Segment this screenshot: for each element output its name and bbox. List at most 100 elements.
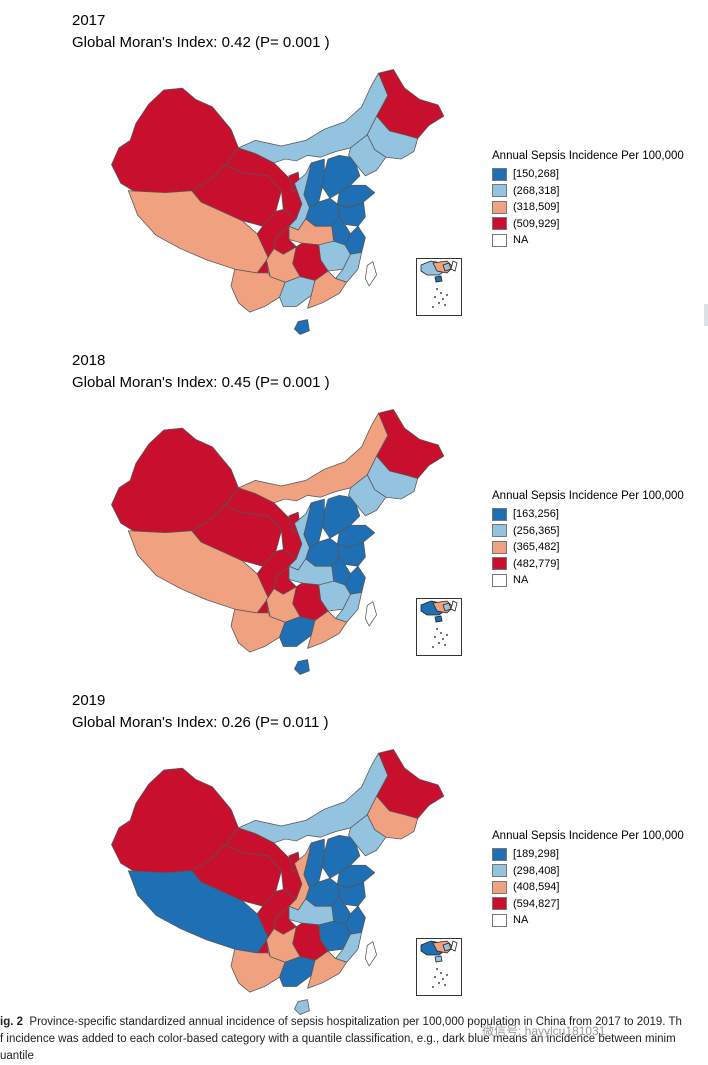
inset-region	[434, 615, 443, 623]
island-marker	[446, 634, 448, 636]
legend-item: (365,482]	[492, 539, 684, 556]
legend-item: (318,509]	[492, 199, 684, 216]
legend-title: Annual Sepsis Incidence Per 100,000	[492, 830, 684, 842]
legend-label: (365,482]	[513, 541, 560, 554]
legend-item-na: NA	[492, 232, 684, 249]
legend-item: [189,298]	[492, 846, 684, 863]
legend: Annual Sepsis Incidence Per 100,000 [150,…	[492, 150, 684, 249]
legend-label: (594,827]	[513, 897, 560, 910]
map-panel-2017: 2017 Global Moran's Index: 0.42 (P= 0.001…	[0, 0, 708, 340]
inset-map	[420, 260, 458, 308]
province-qinghai	[191, 844, 282, 907]
legend-label: [189,298]	[513, 848, 559, 861]
province-taiwan	[365, 601, 377, 627]
island-marker	[440, 292, 442, 294]
province-taiwan	[365, 261, 377, 287]
province-liaoning	[348, 814, 387, 857]
province-hainan	[294, 659, 310, 675]
island-marker	[438, 982, 440, 984]
province-shaanxi	[288, 842, 312, 911]
province-guangdong	[307, 270, 348, 309]
province-hainan	[294, 319, 310, 335]
island-marker	[434, 296, 436, 298]
legend-swatch	[492, 913, 507, 927]
island-marker	[440, 632, 442, 634]
legend-label: (256,365]	[513, 524, 560, 537]
legend-item: (509,929]	[492, 216, 684, 233]
legend-swatch	[492, 507, 507, 521]
island-marker	[436, 628, 438, 630]
island-marker	[436, 968, 438, 970]
legend-swatch	[492, 233, 507, 247]
legend-item: [150,268]	[492, 166, 684, 183]
province-qinghai	[191, 504, 282, 567]
island-marker	[438, 302, 440, 304]
province-hubei	[288, 898, 335, 926]
legend-swatch	[492, 540, 507, 554]
province-qinghai	[191, 164, 282, 227]
legend-item: (298,408]	[492, 863, 684, 880]
legend-swatch	[492, 184, 507, 198]
province-guangdong	[307, 950, 348, 989]
caption-line-3: uantile	[0, 1050, 34, 1062]
island-marker	[442, 638, 444, 640]
island-marker	[432, 646, 434, 648]
legend-swatch	[492, 524, 507, 538]
map-panel-2018: 2018 Global Moran's Index: 0.45 (P= 0.001…	[0, 340, 708, 680]
legend-swatch	[492, 897, 507, 911]
legend-label: NA	[513, 234, 529, 247]
island-marker	[436, 288, 438, 290]
island-marker	[432, 986, 434, 988]
island-marker	[434, 976, 436, 978]
province-guangdong	[307, 610, 348, 649]
inset-region	[434, 955, 443, 963]
legend-label: [150,268]	[513, 168, 559, 181]
panel-year: 2017	[72, 12, 106, 29]
province-taiwan	[365, 941, 377, 967]
china-province-map	[111, 409, 445, 675]
legend-label: (318,509]	[513, 201, 560, 214]
panel-year: 2019	[72, 692, 106, 709]
inset-region	[442, 602, 452, 612]
legend-item-na: NA	[492, 912, 684, 929]
legend-label: [163,256]	[513, 508, 559, 521]
legend-title: Annual Sepsis Incidence Per 100,000	[492, 150, 684, 162]
legend-swatch	[492, 217, 507, 231]
legend-swatch	[492, 200, 507, 214]
province-hubei	[288, 218, 335, 246]
island-marker	[440, 972, 442, 974]
inset-region	[450, 260, 458, 272]
island-marker	[446, 294, 448, 296]
caption-line-1: Province-specific standardized annual in…	[29, 1016, 682, 1028]
south-china-sea-inset	[416, 938, 462, 996]
figure-label: ig. 2	[0, 1016, 24, 1028]
legend-label: (298,408]	[513, 864, 560, 877]
island-marker	[442, 298, 444, 300]
province-shaanxi	[288, 162, 312, 231]
legend-item-na: NA	[492, 572, 684, 589]
inset-map	[420, 600, 458, 648]
legend-title: Annual Sepsis Incidence Per 100,000	[492, 490, 684, 502]
legend-item: (408,594]	[492, 879, 684, 896]
inset-region	[442, 942, 452, 952]
inset-map	[420, 940, 458, 988]
inset-region	[450, 940, 458, 952]
morans-index: Global Moran's Index: 0.45 (P= 0.001 )	[72, 374, 330, 391]
island-marker	[438, 642, 440, 644]
wechat-watermark: 微信号: hayylcu181031	[482, 1024, 606, 1038]
province-liaoning	[348, 134, 387, 177]
island-marker	[432, 306, 434, 308]
legend-label: NA	[513, 914, 529, 927]
legend-label: (408,594]	[513, 881, 560, 894]
south-china-sea-inset	[416, 598, 462, 656]
scrollbar-thumb[interactable]	[704, 304, 708, 326]
island-marker	[444, 984, 446, 986]
legend-label: NA	[513, 574, 529, 587]
legend-item: (594,827]	[492, 896, 684, 913]
legend-item: (268,318]	[492, 183, 684, 200]
legend-label: (509,929]	[513, 217, 560, 230]
province-hubei	[288, 558, 335, 586]
panel-year: 2018	[72, 352, 106, 369]
legend-swatch	[492, 864, 507, 878]
inset-region	[434, 275, 443, 283]
